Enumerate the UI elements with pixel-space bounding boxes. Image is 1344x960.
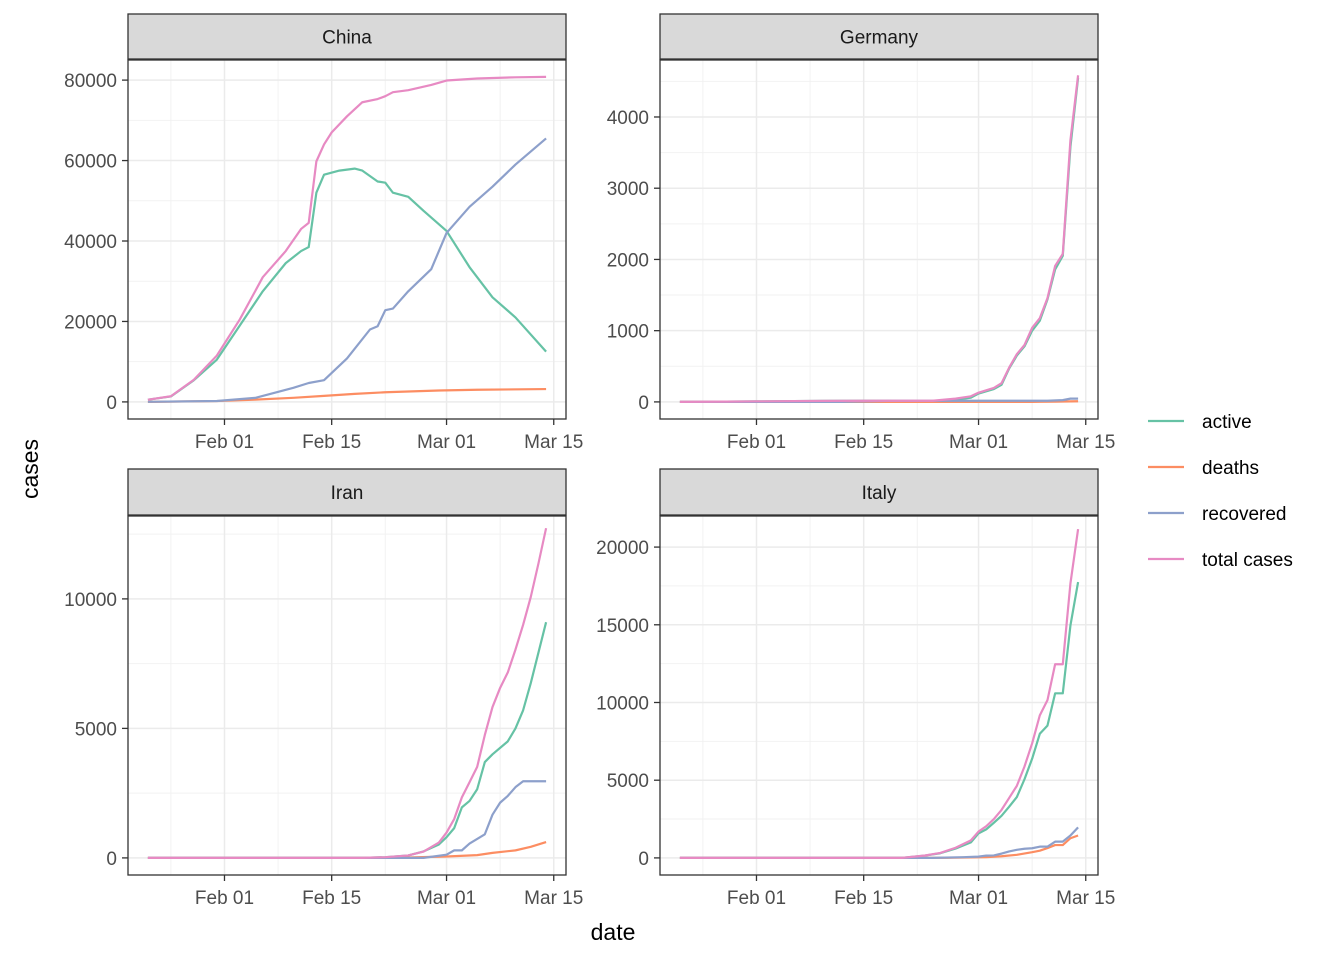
facet-strip: [659, 13, 1099, 60]
facet-title: Italy: [862, 483, 897, 504]
x-tick-label: Mar 15: [524, 888, 583, 909]
x-tick-label: Feb 01: [195, 888, 254, 909]
y-tick-label: 5000: [75, 719, 117, 740]
x-tick-label: Mar 15: [1056, 432, 1115, 453]
legend-item-deaths: deaths: [1148, 458, 1259, 479]
legend: active deaths recovered total cases: [1148, 412, 1293, 571]
y-tick-label: 0: [106, 849, 117, 870]
facet-title: Germany: [840, 28, 919, 49]
legend-item-active: active: [1148, 412, 1252, 433]
series-line-total-cases: [147, 527, 548, 859]
y-tick-label: 15000: [596, 616, 649, 637]
x-tick-label: Feb 01: [727, 432, 786, 453]
y-tick-label: 60000: [64, 152, 117, 173]
legend-item-recovered: recovered: [1148, 504, 1287, 525]
facet-strip: [127, 468, 567, 516]
x-tick-label: Feb 01: [195, 432, 254, 453]
y-tick-label: 80000: [64, 71, 117, 92]
legend-item-total-cases: total cases: [1148, 550, 1293, 571]
series-line-total-cases: [679, 75, 1080, 403]
panel-germany: 0 1000 2000 3000 4000 Feb 01 Feb 15 Mar 01 Mar 1…: [607, 13, 1115, 453]
x-tick-label: Feb 15: [834, 888, 893, 909]
legend-label: active: [1202, 412, 1252, 433]
legend-label: total cases: [1202, 550, 1293, 571]
y-tick-label: 10000: [64, 590, 117, 611]
panel-border: [659, 515, 1099, 876]
y-tick-label: 10000: [596, 693, 649, 714]
y-tick-label: 0: [106, 393, 117, 414]
x-tick-label: Mar 01: [417, 432, 476, 453]
facet-strip: [127, 13, 567, 60]
y-tick-label: 4000: [607, 108, 649, 129]
series-line-deaths: [679, 400, 1079, 403]
panel-iran: 0 5000 10000 Feb 01 Feb 15 Mar 01 Mar 15 Iran: [64, 468, 583, 909]
panel-border: [127, 59, 567, 420]
series-line-active: [147, 167, 547, 401]
series-line-recovered: [147, 780, 547, 859]
panel-china: 0 20000 40000 60000 80000 Feb 01 Feb 15 Mar 01 M…: [64, 13, 583, 453]
x-tick-label: Mar 01: [417, 888, 476, 909]
y-axis-title: cases: [17, 439, 43, 499]
panel-border: [659, 59, 1099, 420]
x-axis-title: date: [591, 919, 636, 945]
series-line-total-cases: [679, 528, 1080, 859]
panel-border: [127, 515, 567, 876]
x-tick-label: Feb 15: [302, 888, 361, 909]
facet-title: Iran: [331, 483, 364, 504]
x-tick-label: Mar 15: [524, 432, 583, 453]
y-tick-label: 0: [638, 849, 649, 870]
series-line-total-cases: [147, 75, 547, 401]
facet-title: China: [322, 28, 372, 49]
x-tick-label: Mar 01: [949, 432, 1008, 453]
panel-background: [660, 516, 1098, 875]
series-line-recovered: [679, 826, 1079, 859]
series-line-recovered: [147, 137, 547, 403]
facet-strip: [659, 468, 1099, 516]
y-tick-label: 2000: [607, 250, 649, 271]
legend-label: recovered: [1202, 504, 1287, 525]
x-tick-label: Mar 15: [1056, 888, 1115, 909]
y-tick-label: 20000: [596, 538, 649, 559]
y-tick-label: 40000: [64, 232, 117, 253]
y-tick-label: 0: [638, 393, 649, 414]
x-tick-label: Feb 15: [834, 432, 893, 453]
y-tick-label: 5000: [607, 771, 649, 792]
x-tick-label: Feb 15: [302, 432, 361, 453]
x-tick-label: Mar 01: [949, 888, 1008, 909]
y-tick-label: 3000: [607, 179, 649, 200]
x-tick-label: Feb 01: [727, 888, 786, 909]
panel-background: [660, 60, 1098, 419]
panel-italy: 0 5000 10000 15000 20000 Feb 01 Feb 15 Mar 01 Ma…: [596, 468, 1115, 909]
y-tick-label: 1000: [607, 322, 649, 343]
y-tick-label: 20000: [64, 312, 117, 333]
legend-label: deaths: [1202, 458, 1259, 479]
